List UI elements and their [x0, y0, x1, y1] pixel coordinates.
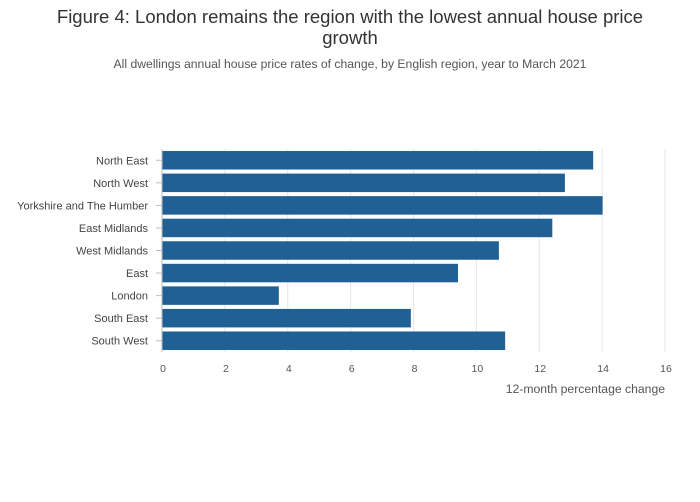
- bar-yorkshire-and-the-humber[interactable]: [162, 196, 603, 215]
- x-tick-label: 10: [472, 363, 484, 375]
- bar-west-midlands[interactable]: [162, 241, 499, 260]
- category-label: South East: [94, 313, 148, 325]
- bar-south-west[interactable]: [162, 331, 506, 350]
- chart-title-line-2: growth: [322, 27, 378, 48]
- x-tick-label: 6: [349, 363, 355, 375]
- category-label: East: [126, 268, 148, 280]
- bar-east-midlands[interactable]: [162, 218, 553, 238]
- x-tick-labels: 0 2 4 6 8 10 12 14 16: [160, 363, 672, 375]
- x-tick-label: 14: [597, 363, 609, 375]
- category-label: Yorkshire and The Humber: [17, 200, 148, 212]
- chart-title-line-1: Figure 4: London remains the region with…: [56, 6, 644, 27]
- category-label: South West: [91, 336, 148, 348]
- bar-london[interactable]: [162, 286, 279, 305]
- category-label: East Midlands: [79, 223, 149, 235]
- chart-subtitle: All dwellings annual house price rates o…: [113, 57, 587, 71]
- category-labels: North East North West Yorkshire and The Hu…: [17, 155, 148, 347]
- x-tick-label: 4: [286, 363, 292, 375]
- category-label: North West: [93, 178, 148, 190]
- x-tick-label: 12: [534, 363, 546, 375]
- x-tick-label: 16: [660, 363, 672, 375]
- x-tick-label: 8: [412, 363, 418, 375]
- category-label: London: [111, 291, 148, 303]
- x-tick-label: 0: [160, 363, 166, 375]
- x-axis-title: 12-month percentage change: [506, 382, 665, 396]
- bars: [162, 151, 603, 350]
- chart-title: Figure 4: London remains the region with…: [0, 6, 700, 48]
- bar-south-east[interactable]: [162, 308, 411, 328]
- bar-east[interactable]: [162, 263, 459, 283]
- bar-north-west[interactable]: [162, 173, 565, 193]
- x-tick-label: 2: [223, 363, 229, 375]
- category-label: West Midlands: [76, 246, 148, 258]
- category-label: North East: [96, 155, 148, 167]
- bar-north-east[interactable]: [162, 151, 594, 170]
